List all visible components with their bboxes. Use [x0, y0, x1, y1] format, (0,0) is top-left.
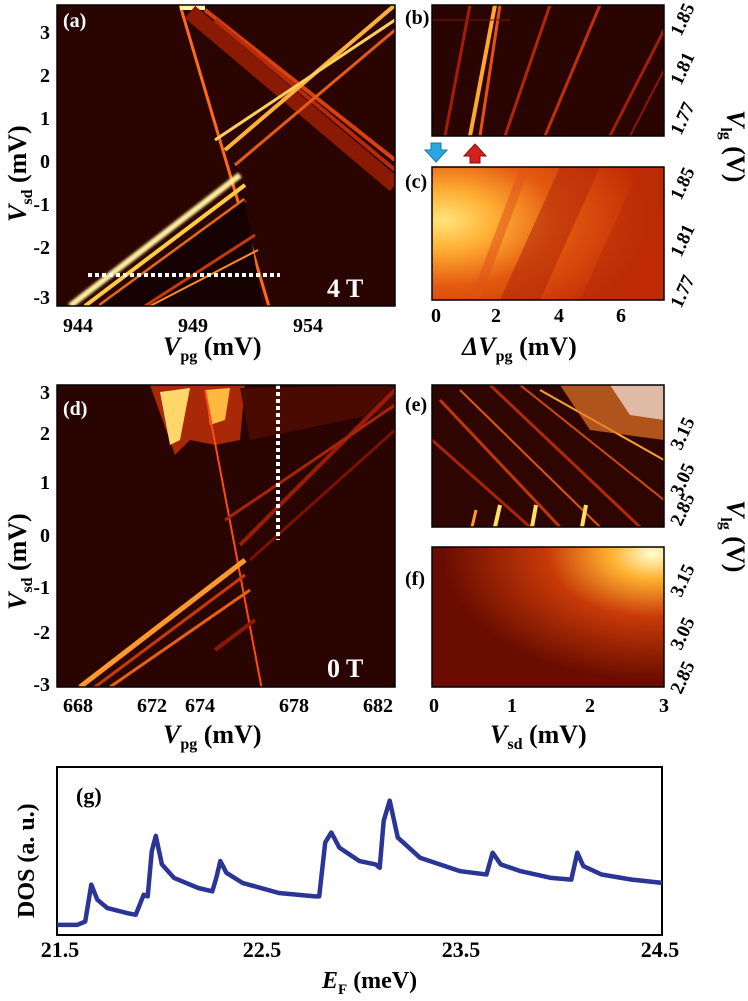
- panel-d-y-tick-label: -2: [33, 622, 50, 644]
- panel-a-heatmap-features: [68, 5, 395, 306]
- panel-f-y-tick-label: 3.15: [666, 561, 699, 600]
- panel-d-field-label: 0 T: [327, 654, 363, 683]
- panel-d-y-tick-label: -1: [33, 577, 50, 599]
- panel-d-heatmap-features: [78, 385, 395, 687]
- red-arrow-icon: [462, 143, 488, 164]
- panel-f-x-tick-label: 1: [507, 695, 517, 717]
- panel-f-x-tick-label: 2: [585, 695, 595, 717]
- panel-g-tag: (g): [76, 783, 102, 808]
- panel-b-ticks: 1.85 1.81 1.77: [666, 0, 699, 138]
- panel-e: (e) 3.153.052.85: [405, 384, 700, 529]
- blue-arrow-icon: [423, 142, 449, 163]
- panel-c-y-tick-label: 1.77: [666, 272, 699, 311]
- panel-d: (d) 0 T 668 672 674 678 682 3 2 1 0 -1 -2 -3 Vpg (m…: [3, 382, 396, 753]
- panel-d-x-tick-label: 682: [363, 695, 393, 717]
- panel-d-x-tick-label: 674: [185, 695, 215, 717]
- panel-b: (b) 1.85 1.81 1.77: [405, 0, 700, 138]
- panel-e-y-tick-label: 2.85: [666, 490, 699, 529]
- panel-b-y-tick-label: 1.85: [666, 0, 699, 39]
- panel-f-x-tick-label: 0: [429, 695, 439, 717]
- panel-c-tag: (c): [405, 171, 427, 193]
- panel-c-y-tick-label: 1.81: [666, 221, 699, 260]
- panel-c-y-tick-label: 1.85: [666, 164, 699, 203]
- panel-d-xlabel: Vpg (mV): [163, 720, 262, 753]
- panel-g: (g) 21.5 22.5 23.5 24.5 DOS (a. u.) EF (meV…: [14, 766, 680, 998]
- panel-c: (c) 0 2 4 6 1.85 1.81 1.77 ΔVpg (mV): [405, 164, 700, 365]
- panel-a-y-tick-label: -3: [33, 287, 50, 309]
- panel-d-y-tick-label: 0: [40, 525, 50, 547]
- panel-a-tag: (a): [63, 10, 86, 32]
- panel-a-y-tick-label: 1: [40, 108, 50, 130]
- panel-a-x-tick-label: 944: [63, 315, 93, 337]
- panel-b-y-tick-label: 1.77: [666, 99, 699, 138]
- panel-d-ticks: 668 672 674 678 682 3 2 1 0 -1 -2 -3: [33, 382, 393, 717]
- panel-g-x-tick-label: 22.5: [243, 937, 282, 962]
- panel-f-x-tick-label: 3: [659, 695, 669, 717]
- panel-g-x-tick-label: 23.5: [442, 937, 481, 962]
- panel-a-field-label: 4 T: [327, 274, 363, 303]
- panel-a: (a) 4 T 944 949 954 3 2 1 0 -1 -2 -3 Vpg (mV) Vsd…: [3, 4, 396, 365]
- panel-a-ticks: 944 949 954 3 2 1 0 -1 -2 -3: [33, 22, 323, 337]
- panel-b-y-tick-label: 1.81: [666, 49, 699, 88]
- panel-a-ylabel: Vsd (mV): [3, 125, 36, 222]
- panel-c-x-tick-label: 4: [554, 305, 564, 327]
- panel-e-heatmap-features: [432, 385, 664, 527]
- panel-a-x-tick-label: 949: [178, 315, 208, 337]
- panels-ef-ylabel: Vlg (V): [717, 500, 748, 572]
- panel-c-x-tick-label: 2: [491, 305, 501, 327]
- panel-f-y-tick-label: 3.05: [666, 614, 699, 653]
- panel-d-y-tick-label: 1: [40, 472, 50, 494]
- panel-b-tag: (b): [405, 7, 429, 29]
- panel-f-y-tick-label: 2.85: [666, 658, 699, 697]
- panel-f: (f) 0 1 2 3 3.15 3.05 2.85 Vsd (mV): [405, 546, 700, 753]
- panel-g-xlabel: EF (meV): [321, 968, 417, 998]
- panel-e-tag: (e): [405, 394, 427, 416]
- panel-f-xlabel: Vsd (mV): [490, 720, 587, 753]
- panel-a-y-tick-label: 2: [40, 65, 50, 87]
- panel-c-x-tick-label: 0: [431, 305, 441, 327]
- panel-g-ticks: 21.5 22.5 23.5 24.5: [41, 937, 680, 962]
- panel-b-plot-area: [432, 5, 664, 136]
- panel-c-x-tick-label: 6: [616, 305, 626, 327]
- panel-a-y-tick-label: 0: [40, 151, 50, 173]
- panel-a-y-tick-label: -2: [33, 237, 50, 259]
- panel-a-y-tick-label: -1: [33, 194, 50, 216]
- panel-d-x-tick-label: 668: [63, 695, 93, 717]
- panel-f-tag: (f): [405, 568, 425, 590]
- panel-a-xlabel: Vpg (mV): [163, 332, 262, 365]
- dos-series-line: [57, 798, 663, 928]
- panel-f-plot-area: [432, 547, 664, 687]
- panel-c-xlabel: ΔVpg (mV): [461, 332, 577, 365]
- panel-d-y-tick-label: 2: [40, 423, 50, 445]
- panel-b-heatmap-features: [432, 5, 664, 136]
- panel-g-plot-area: [56, 766, 663, 936]
- panel-d-tag: (d): [63, 398, 87, 420]
- arrow-markers: [423, 142, 488, 164]
- panel-g-ylabel: DOS (a. u.): [14, 803, 40, 918]
- panel-g-x-tick-label: 21.5: [41, 937, 80, 962]
- panel-a-x-tick-label: 954: [293, 315, 323, 337]
- panel-e-y-tick-label: 3.15: [666, 414, 699, 453]
- panels-bc-ylabel: Vlg (V): [717, 110, 748, 182]
- panel-e-ticks: 3.153.052.85: [666, 414, 699, 529]
- panel-d-x-tick-label: 672: [137, 695, 167, 717]
- panel-d-y-tick-label: 3: [40, 382, 50, 404]
- panel-g-x-tick-label: 24.5: [641, 937, 680, 962]
- panel-d-ylabel: Vsd (mV): [3, 513, 36, 610]
- panel-a-y-tick-label: 3: [40, 22, 50, 44]
- panel-d-y-tick-label: -3: [33, 674, 50, 696]
- panel-c-heatmap-features: [470, 167, 664, 300]
- panel-d-x-tick-label: 678: [279, 695, 309, 717]
